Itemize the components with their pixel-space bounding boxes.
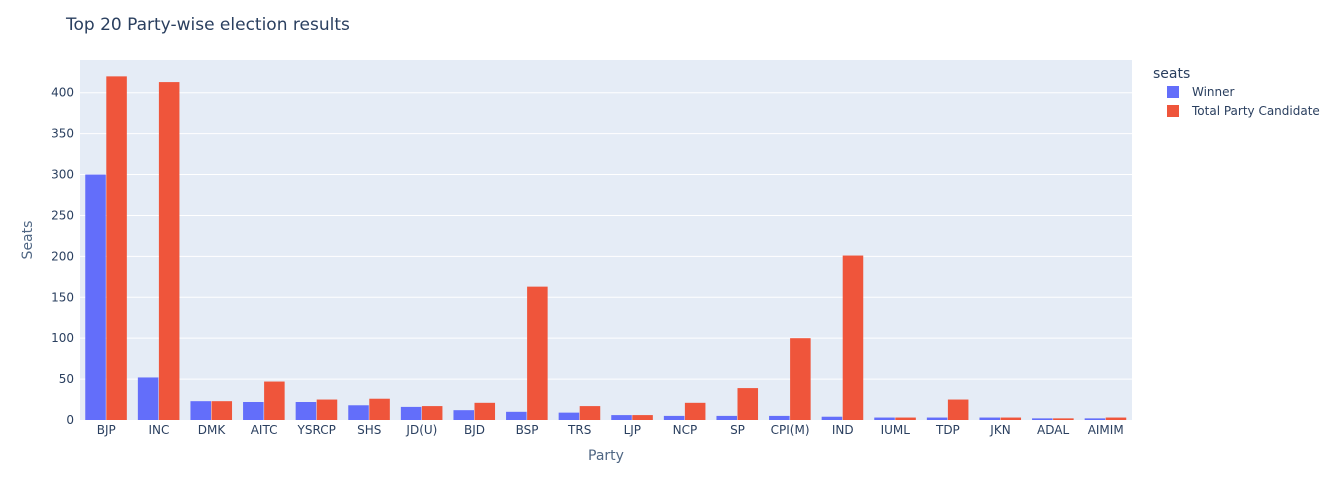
x-tick-label: LJP: [624, 423, 641, 437]
bar-total-candidate-sp[interactable]: [737, 388, 759, 420]
x-tick-label: DMK: [198, 423, 227, 437]
bar-total-candidate-bsp[interactable]: [527, 286, 548, 420]
bar-total-candidate-shs[interactable]: [369, 398, 390, 420]
plot-background: [80, 60, 1132, 420]
bar-total-candidate-jdu[interactable]: [421, 406, 443, 420]
y-tick-label: 0: [66, 413, 74, 427]
x-tick-label: CPI(M): [771, 423, 810, 437]
bar-total-candidate-ncp[interactable]: [684, 402, 706, 420]
bar-winner-sp[interactable]: [716, 415, 737, 420]
x-tick-label: SP: [730, 423, 745, 437]
legend-entry-label[interactable]: Total Party Candidate: [1191, 104, 1320, 118]
bar-winner-shs[interactable]: [348, 405, 369, 420]
x-tick-label: NCP: [673, 423, 698, 437]
x-tick-label: IUML: [881, 423, 911, 437]
x-tick-label: JD(U): [405, 423, 437, 437]
bar-winner-cpim[interactable]: [769, 415, 790, 420]
y-tick-label: 200: [51, 249, 74, 263]
bar-total-candidate-bjd[interactable]: [474, 402, 496, 420]
bar-winner-inc[interactable]: [137, 377, 159, 420]
bar-total-candidate-adal[interactable]: [1053, 418, 1074, 420]
y-axis-label: Seats: [20, 221, 36, 260]
bar-total-candidate-ljp[interactable]: [632, 415, 653, 420]
y-tick-label: 150: [51, 290, 74, 304]
bar-winner-tdp[interactable]: [926, 417, 948, 420]
bar-winner-iuml[interactable]: [874, 417, 895, 420]
y-tick-label: 300: [51, 168, 74, 182]
x-axis-label: Party: [588, 448, 624, 464]
bar-total-candidate-ysrcp[interactable]: [316, 399, 338, 420]
x-tick-label: BJD: [464, 423, 485, 437]
legend-title: seats: [1153, 66, 1190, 82]
bar-total-candidate-inc[interactable]: [158, 82, 180, 420]
x-axis-ticks: BJP INC DMK AITC YSRCP SHS JD(U) BJD BSP TRS LJP NC…: [97, 423, 1124, 437]
bar-winner-bjd[interactable]: [453, 410, 474, 420]
bar-total-candidate-dmk[interactable]: [211, 401, 233, 420]
bar-total-candidate-cpim[interactable]: [790, 338, 811, 420]
bar-total-candidate-jkn[interactable]: [1000, 417, 1022, 420]
bars: [85, 76, 1127, 420]
legend-swatch[interactable]: [1167, 105, 1179, 117]
bar-winner-bjp[interactable]: [85, 174, 106, 420]
x-tick-label: TRS: [567, 423, 591, 437]
bar-total-candidate-tdp[interactable]: [947, 399, 969, 420]
x-tick-label: ADAL: [1037, 423, 1069, 437]
x-tick-label: SHS: [357, 423, 381, 437]
bar-winner-trs[interactable]: [558, 412, 580, 420]
y-tick-label: 50: [59, 372, 74, 386]
legend-swatch[interactable]: [1167, 86, 1179, 98]
x-tick-label: AIMIM: [1088, 423, 1124, 437]
gridlines: [80, 92, 1132, 380]
bar-total-candidate-aimim[interactable]: [1105, 417, 1127, 420]
bar-total-candidate-ind[interactable]: [842, 255, 864, 420]
x-tick-label: INC: [148, 423, 169, 437]
legend: seats Winner Total Party Candidate: [1153, 66, 1320, 118]
bar-winner-ind[interactable]: [821, 416, 843, 420]
y-tick-label: 350: [51, 127, 74, 141]
bar-winner-adal[interactable]: [1032, 418, 1053, 420]
bar-winner-jkn[interactable]: [979, 417, 1000, 420]
x-tick-label: IND: [832, 423, 854, 437]
bar-winner-bsp[interactable]: [506, 411, 527, 420]
legend-entry-label[interactable]: Winner: [1192, 85, 1235, 99]
x-tick-label: TDP: [935, 423, 960, 437]
bar-winner-jdu[interactable]: [400, 406, 422, 420]
bar-winner-aimim[interactable]: [1084, 418, 1106, 420]
x-tick-label: BSP: [516, 423, 539, 437]
bar-total-candidate-trs[interactable]: [579, 406, 601, 420]
x-tick-label: YSRCP: [297, 423, 336, 437]
x-tick-label: BJP: [97, 423, 116, 437]
chart-title: Top 20 Party-wise election results: [65, 15, 350, 35]
y-tick-label: 100: [51, 331, 74, 345]
bar-total-candidate-aitc[interactable]: [264, 381, 285, 420]
bar-winner-ljp[interactable]: [611, 415, 632, 420]
x-tick-label: JKN: [989, 423, 1010, 437]
bar-total-candidate-bjp[interactable]: [106, 76, 127, 420]
bar-winner-ysrcp[interactable]: [295, 402, 317, 420]
y-tick-label: 400: [51, 86, 74, 100]
bar-winner-dmk[interactable]: [190, 401, 211, 420]
bar-winner-aitc[interactable]: [243, 402, 264, 420]
bar-winner-ncp[interactable]: [663, 415, 685, 420]
y-tick-label: 250: [51, 208, 74, 222]
bar-total-candidate-iuml[interactable]: [895, 417, 916, 420]
x-tick-label: AITC: [251, 423, 278, 437]
y-axis-ticks: 0 50 100 150 200 250 300 350 400: [51, 86, 74, 427]
